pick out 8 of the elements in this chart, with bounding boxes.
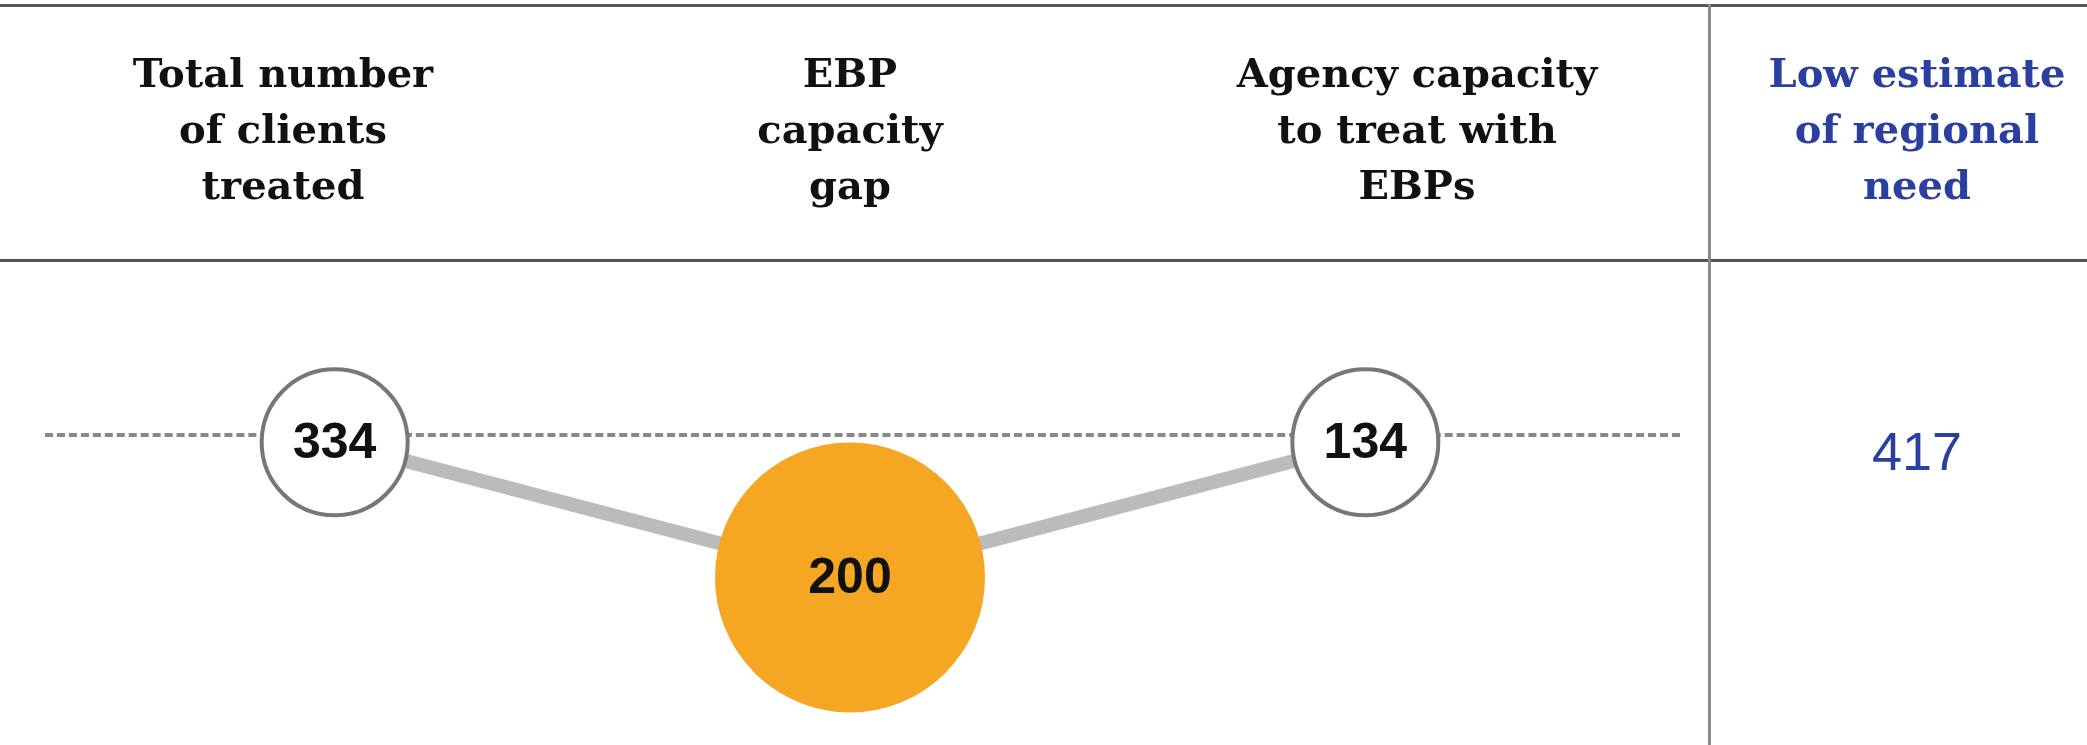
data-label: 134 [1323,413,1408,470]
category-label: Total number of clients treated [132,48,434,210]
data-label: 334 [292,413,377,470]
category-label: EBP capacity gap [757,48,943,210]
category-label: Agency capacity to treat with EBPs [1236,48,1598,210]
text: Low estimate of regional need [1768,48,2066,210]
data-label: 200 [808,548,892,605]
text: 417 [1871,420,1963,482]
